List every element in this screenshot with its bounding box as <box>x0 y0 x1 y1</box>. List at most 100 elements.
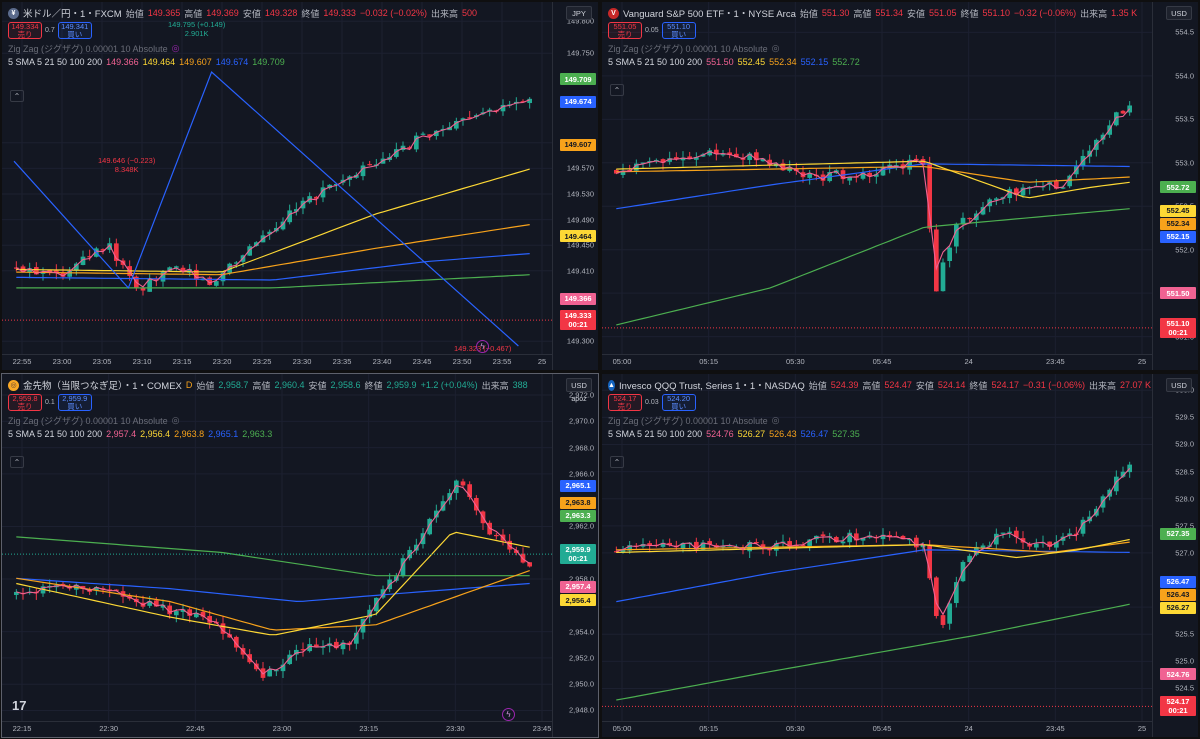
currency-badge[interactable]: USD <box>566 378 592 392</box>
candle-body <box>780 163 786 171</box>
currency-badge[interactable]: JPY <box>566 6 592 20</box>
sell-button[interactable]: 149.334 売り <box>8 22 42 39</box>
candle-body <box>267 669 272 677</box>
candle-body <box>154 600 159 607</box>
candle-body <box>327 643 332 647</box>
candle-body <box>114 243 119 261</box>
candle-body <box>880 166 886 176</box>
candle-body <box>87 256 92 258</box>
candle-body <box>380 158 386 164</box>
bar-countdown: 00:21 <box>568 554 588 564</box>
candle-body <box>494 534 499 537</box>
time-axis[interactable]: 22:55 23:00 23:05 23:10 23:15 23:20 23:25 23:30… <box>2 354 552 370</box>
buy-button[interactable]: 551.10 買い <box>661 22 696 39</box>
bolt-icon[interactable]: ϟ <box>502 708 515 721</box>
currency-badge[interactable]: USD <box>1166 6 1192 20</box>
symbol-title[interactable]: 米ドル／円・1・FXCM <box>23 9 122 20</box>
sma-indicator-label[interactable]: 5 SMA 5 21 50 100 200 <box>608 57 703 67</box>
price-axis[interactable]: 530.0529.5529.0528.5528.0527.5527.0526.0… <box>1152 374 1198 737</box>
legend-collapse-button[interactable]: ⌃ <box>610 456 624 468</box>
legend-collapse-button[interactable]: ⌃ <box>610 84 624 96</box>
candle-body <box>47 270 52 272</box>
unit-badge[interactable]: apoz <box>571 396 587 403</box>
time-axis-tick: 05:00 <box>612 357 632 366</box>
sma-21-line <box>616 538 1130 559</box>
buy-button[interactable]: 149.341 買い <box>57 22 92 39</box>
buy-button[interactable]: 524.20 買い <box>661 394 696 411</box>
chart-pane-usdjpy[interactable]: ¥ 米ドル／円・1・FXCM 始値 149.365 高値 149.369 安値 149… <box>2 2 598 370</box>
price-axis[interactable]: 2,972.0 2,970.0 2,968.0 2,966.0 2,962.0 2,958… <box>552 374 598 737</box>
time-axis-tick: 23:30 <box>445 724 465 733</box>
candle-body <box>867 172 872 177</box>
sell-button[interactable]: 524.17 売り <box>608 394 642 411</box>
candle-body <box>67 585 72 589</box>
sell-button[interactable]: 2,959.8 売り <box>8 394 42 411</box>
symbol-title[interactable]: Vanguard S&P 500 ETF・1・NYSE Arca <box>623 9 796 20</box>
candle-body <box>414 135 419 150</box>
zigzag-indicator-label[interactable]: Zig Zag (ジグザグ) 0.00001 10 Absolute <box>8 43 168 54</box>
currency-badge[interactable]: USD <box>1166 378 1192 392</box>
chart-pane-qqq[interactable]: ▲ Invesco QQQ Trust, Series 1・1・NASDAQ 始… <box>602 374 1198 737</box>
price-axis-tick: 149.300 <box>566 336 594 346</box>
chart-pane-gold[interactable]: ◎ 金先物（当限つなぎ足）・1・COMEX D 始値 2,958.7 高値 2,96… <box>1 373 599 738</box>
candle-body <box>367 609 372 618</box>
sma-5-line <box>16 99 530 288</box>
symbol-title[interactable]: 金先物（当限つなぎ足）・1・COMEX <box>23 381 182 392</box>
chart-canvas[interactable] <box>602 374 1198 737</box>
candle-body <box>454 120 459 129</box>
pane-legend: ¥ 米ドル／円・1・FXCM 始値 149.365 高値 149.369 安値 149… <box>8 7 478 67</box>
candle-body <box>434 510 439 518</box>
price-axis-tick: 2,958.0 <box>568 574 594 584</box>
candle-body <box>727 545 732 547</box>
eye-icon[interactable]: ◎ <box>171 42 180 53</box>
candle-body <box>807 173 812 178</box>
time-axis-tick: 25 <box>537 357 547 366</box>
bolt-icon[interactable]: ϟ <box>476 340 489 353</box>
time-axis[interactable]: 05:00 05:15 05:30 05:45 24 23:45 25 <box>602 354 1152 370</box>
candle-body <box>187 269 192 273</box>
bar-countdown: 00:21 <box>1168 327 1188 337</box>
chart-pane-voo[interactable]: V Vanguard S&P 500 ETF・1・NYSE Arca 始値 551… <box>602 2 1198 370</box>
candle-body <box>460 118 466 121</box>
sma-indicator-label[interactable]: 5 SMA 5 21 50 100 200 <box>8 429 103 439</box>
time-axis-tick: 05:30 <box>785 724 805 733</box>
gold-coin-icon: ◎ <box>8 379 19 391</box>
time-axis-tick: 22:30 <box>99 724 119 733</box>
zigzag-indicator-label[interactable]: Zig Zag (ジグザグ) 0.00001 10 Absolute <box>608 43 768 54</box>
candle-body <box>667 542 672 546</box>
sma-indicator-label[interactable]: 5 SMA 5 21 50 100 200 <box>8 57 103 67</box>
time-axis[interactable]: 05:00 05:15 05:30 05:45 24 23:45 25 <box>602 721 1152 737</box>
chart-canvas[interactable] <box>2 374 598 737</box>
chart-canvas[interactable] <box>2 2 598 370</box>
price-axis-tick: 2,972.0 <box>568 390 594 400</box>
candle-body <box>1060 536 1066 541</box>
candle-body <box>900 535 906 540</box>
symbol-title[interactable]: Invesco QQQ Trust, Series 1・1・NASDAQ <box>618 381 805 392</box>
tradingview-logo[interactable]: 17 <box>12 698 27 713</box>
chart-canvas[interactable] <box>602 2 1198 370</box>
time-axis[interactable]: 22:15 22:30 22:45 23:00 23:15 23:30 23:45 <box>2 721 552 737</box>
buy-button[interactable]: 2,959.9 買い <box>57 394 92 411</box>
candle-body <box>1054 181 1059 189</box>
sma-200-line <box>616 603 1130 701</box>
eye-icon[interactable]: ◎ <box>771 42 780 53</box>
delayed-data-icon[interactable]: D <box>185 380 193 390</box>
candle-body <box>694 157 699 160</box>
zigzag-indicator-label[interactable]: Zig Zag (ジグザグ) 0.00001 10 Absolute <box>8 415 168 426</box>
zigzag-indicator-label[interactable]: Zig Zag (ジグザグ) 0.00001 10 Absolute <box>608 415 768 426</box>
legend-collapse-button[interactable]: ⌃ <box>10 456 24 468</box>
sma-indicator-label[interactable]: 5 SMA 5 21 50 100 200 <box>608 429 703 439</box>
legend-collapse-button[interactable]: ⌃ <box>10 90 24 102</box>
eye-icon[interactable]: ◎ <box>771 414 780 425</box>
sell-button[interactable]: 551.05 売り <box>608 22 642 39</box>
candle-body <box>14 591 19 595</box>
price-axis-tick: 2,954.0 <box>568 627 594 637</box>
candle-body <box>454 480 459 494</box>
eye-icon[interactable]: ◎ <box>171 414 180 425</box>
price-tag: 524.17 00:21 <box>1160 696 1196 717</box>
candle-body <box>660 159 666 163</box>
candle-body <box>247 246 252 256</box>
price-axis-tick: 528.5 <box>1175 467 1194 477</box>
candle-body <box>920 159 926 166</box>
candle-body <box>1047 541 1052 547</box>
